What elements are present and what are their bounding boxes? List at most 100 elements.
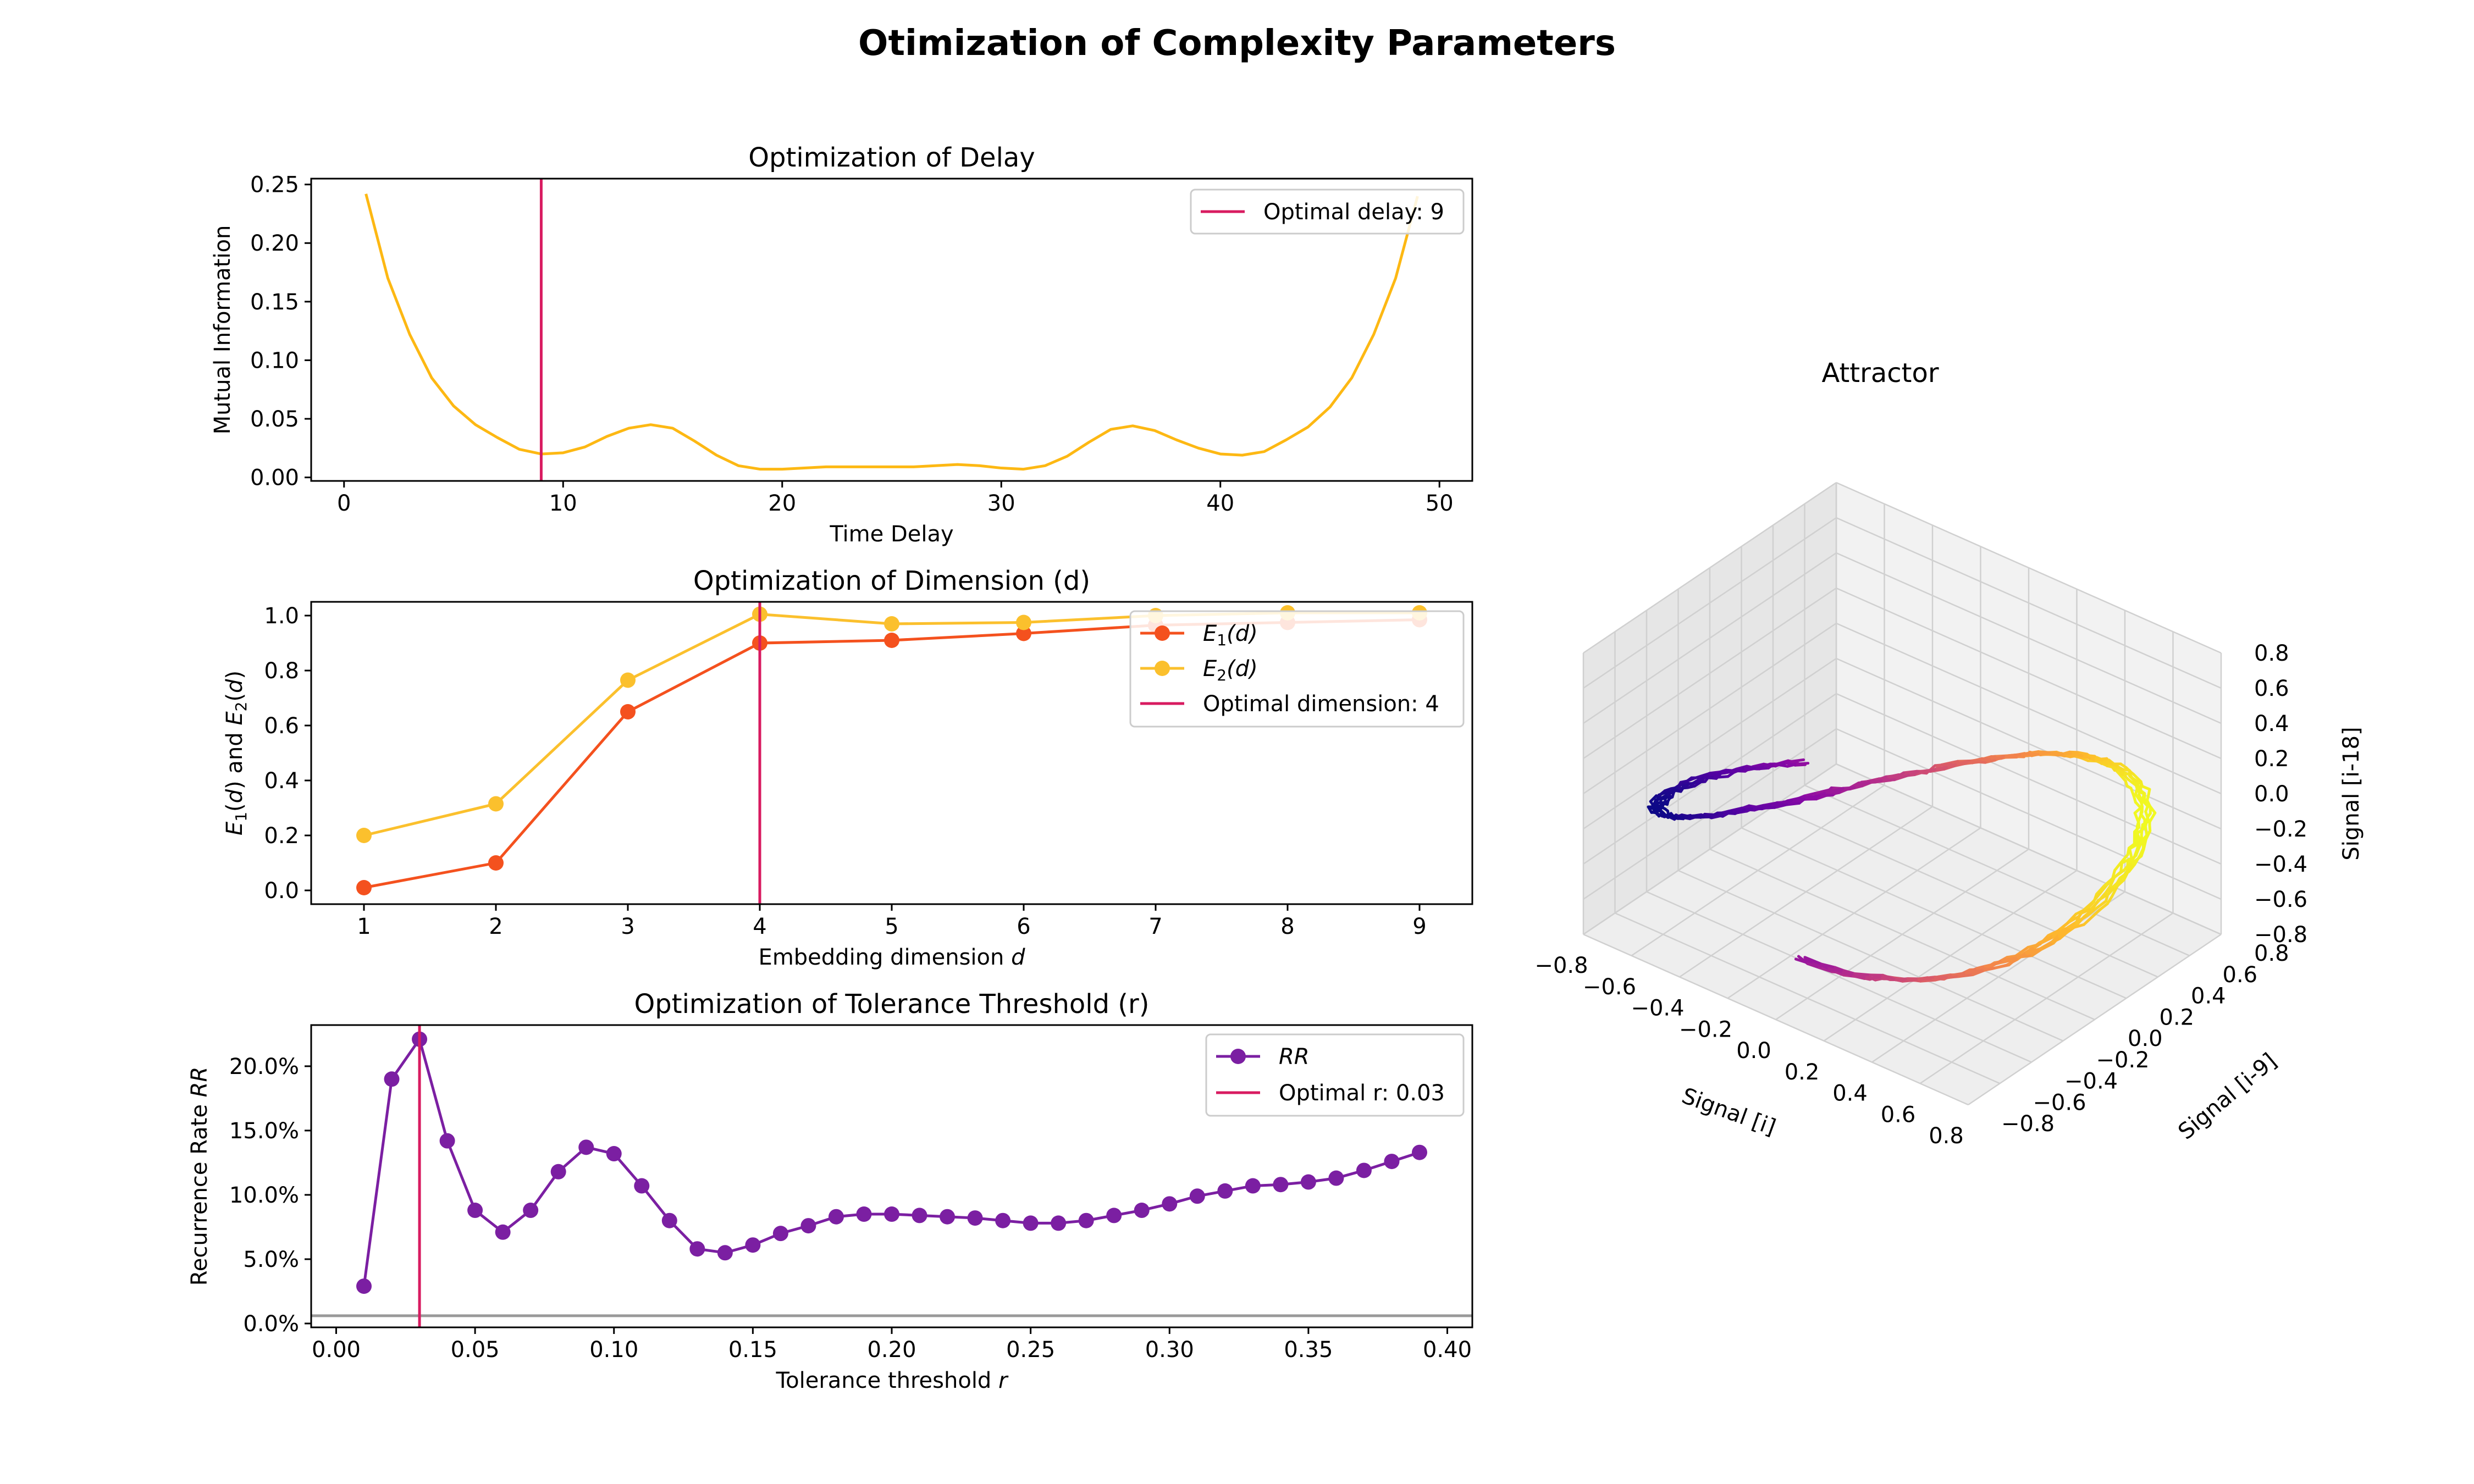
legend-optimal-r-label: Optimal r: 0.03 [1279, 1081, 1445, 1106]
attractor-trajectory-segment [2030, 948, 2043, 957]
attractor-trajectory-segment [2104, 884, 2112, 895]
rr-point [467, 1203, 483, 1219]
attractor-trajectory-segment [2144, 825, 2149, 837]
rr-legend-label: RR [1279, 1044, 1310, 1070]
attractor-trajectory-segment [2134, 793, 2142, 804]
attractor-trajectory-segment [2050, 933, 2061, 944]
attractor-trajectory-segment [1733, 809, 1746, 815]
attractor-trajectory-segment [2134, 846, 2141, 857]
attractor-trajectory-segment [1984, 758, 1996, 764]
attractor-grid-floor-y [1804, 784, 2190, 956]
tolerance-ytick-label: 0.0% [243, 1311, 299, 1337]
attractor-grid-side-z [1583, 552, 1837, 724]
dimension-ytick-label: 0.6 [264, 713, 299, 739]
attractor-xtick-label: −0.4 [1631, 996, 1684, 1021]
rr-point [856, 1206, 872, 1222]
attractor-trajectory-segment [1842, 969, 1856, 976]
attractor-trajectory-segment [2052, 935, 2061, 945]
rr-point [912, 1208, 927, 1223]
attractor-trajectory-segment [2109, 876, 2116, 888]
attractor-trajectory-segment [1708, 811, 1719, 818]
attractor-trajectory-segment [2099, 902, 2109, 911]
attractor-ztick-label: −0.4 [2254, 852, 2307, 877]
attractor-trajectory-segment [2001, 956, 2019, 962]
rr-point [1217, 1183, 1233, 1199]
dimension-title: Optimization of Dimension (d) [693, 566, 1090, 596]
rr-point [578, 1139, 594, 1155]
e2-legend-label: E2(d) [1203, 656, 1258, 684]
delay-xtick-label: 30 [987, 491, 1015, 516]
attractor-grid-back-z [1836, 517, 2222, 689]
rr-point [1189, 1188, 1205, 1204]
attractor-trajectory-segment [2119, 853, 2129, 864]
dimension-xtick-label: 3 [621, 914, 634, 939]
dimension-panel: 1 2 3 4 5 6 7 8 9 0.0 0.2 0.4 0.6 0.8 1.0 Optimization … [222, 566, 1473, 970]
attractor-grid-side-z [1583, 481, 1837, 654]
attractor-trajectory-segment [1834, 966, 1846, 972]
attractor-trajectory-segment [2106, 764, 2120, 770]
attractor-trajectory-segment [1743, 766, 1759, 771]
attractor-ytick-label: 0.6 [2223, 962, 2258, 988]
rr-point [884, 1206, 899, 1222]
rr-point [1300, 1174, 1316, 1190]
attractor-trajectory-segment [1853, 972, 1872, 977]
attractor-grid-floor-x [1823, 870, 2078, 1042]
rr-point [940, 1209, 956, 1225]
attractor-zlabel: Signal [i-18] [2339, 727, 2364, 860]
rr-point [1356, 1162, 1372, 1178]
delay-title: Optimization of Delay [748, 142, 1035, 173]
dimension-xtick-label: 4 [753, 914, 766, 939]
attractor-trajectory-segment [2076, 751, 2089, 756]
rr-point [439, 1133, 455, 1149]
attractor-grid-back-z [1836, 587, 2222, 760]
attractor-panel: −0.8−0.8−0.8−0.6−0.6−0.6−0.4−0.4−0.4−0.2… [1534, 358, 2364, 1149]
attractor-trajectory-segment [2110, 884, 2119, 898]
attractor-trajectory-segment [2058, 920, 2071, 931]
rr-point [1023, 1215, 1039, 1231]
delay-xtick-label: 50 [1426, 491, 1454, 516]
attractor-trajectory-segment [1769, 802, 1784, 809]
attractor-trajectory-segment [2120, 856, 2133, 865]
attractor-trajectory-segment [2129, 787, 2135, 798]
attractor-trajectory-segment [1721, 811, 1737, 815]
attractor-trajectory-segment [1755, 766, 1770, 771]
attractor-trajectory-segment [2025, 947, 2042, 954]
attractor-trajectory-segment [1732, 766, 1747, 774]
attractor-grid-side-z [1583, 587, 1837, 760]
attractor-grid-side-z [1583, 517, 1837, 689]
delay-ytick-label: 0.05 [250, 407, 299, 432]
rr-point [1384, 1154, 1400, 1170]
attractor-grid-back-z [1836, 481, 2222, 654]
delay-xtick-label: 40 [1206, 491, 1234, 516]
tolerance-xtick-label: 0.20 [867, 1337, 916, 1363]
rr-point [634, 1178, 650, 1194]
attractor-trajectory-segment [1685, 814, 1698, 818]
attractor-trajectory-segment [2036, 751, 2051, 756]
attractor-grid-floor-y [1709, 848, 2095, 1021]
attractor-grid-side-z [1583, 622, 1837, 795]
attractor-trajectory-segment [2144, 815, 2149, 828]
attractor-trajectory-segment [2092, 757, 2108, 761]
attractor-trajectory-segment [1803, 794, 1821, 801]
figure-title: Otimization of Complexity Parameters [858, 23, 1616, 64]
attractor-trajectory-segment [1971, 968, 1986, 977]
attractor-xtick-label: 0.0 [1736, 1038, 1771, 1064]
attractor-trajectory-segment [2007, 956, 2020, 967]
attractor-ytick-label: −0.8 [2001, 1111, 2055, 1137]
tolerance-xtick-label: 0.25 [1006, 1337, 1055, 1363]
attractor-trajectory-segment [2116, 878, 2125, 888]
attractor-trajectory-segment [1975, 965, 1987, 970]
tolerance-xtick-label: 0.40 [1423, 1337, 1472, 1363]
attractor-grid-back-z [1836, 552, 2222, 724]
attractor-grid-floor-y [1741, 827, 2127, 999]
attractor-trajectory-segment [2148, 804, 2157, 815]
dimension-ytick-label: 0.8 [264, 658, 299, 684]
legend-optimal-dimension-label: Optimal dimension: 4 [1203, 691, 1439, 717]
attractor-trajectory-segment [1880, 976, 1892, 982]
attractor-trajectory-segment [2131, 854, 2143, 865]
rr-point [995, 1212, 1011, 1228]
tolerance-ytick-label: 20.0% [229, 1054, 299, 1079]
attractor-title: Attractor [1821, 358, 1939, 389]
dimension-legend-box [1129, 610, 1465, 728]
